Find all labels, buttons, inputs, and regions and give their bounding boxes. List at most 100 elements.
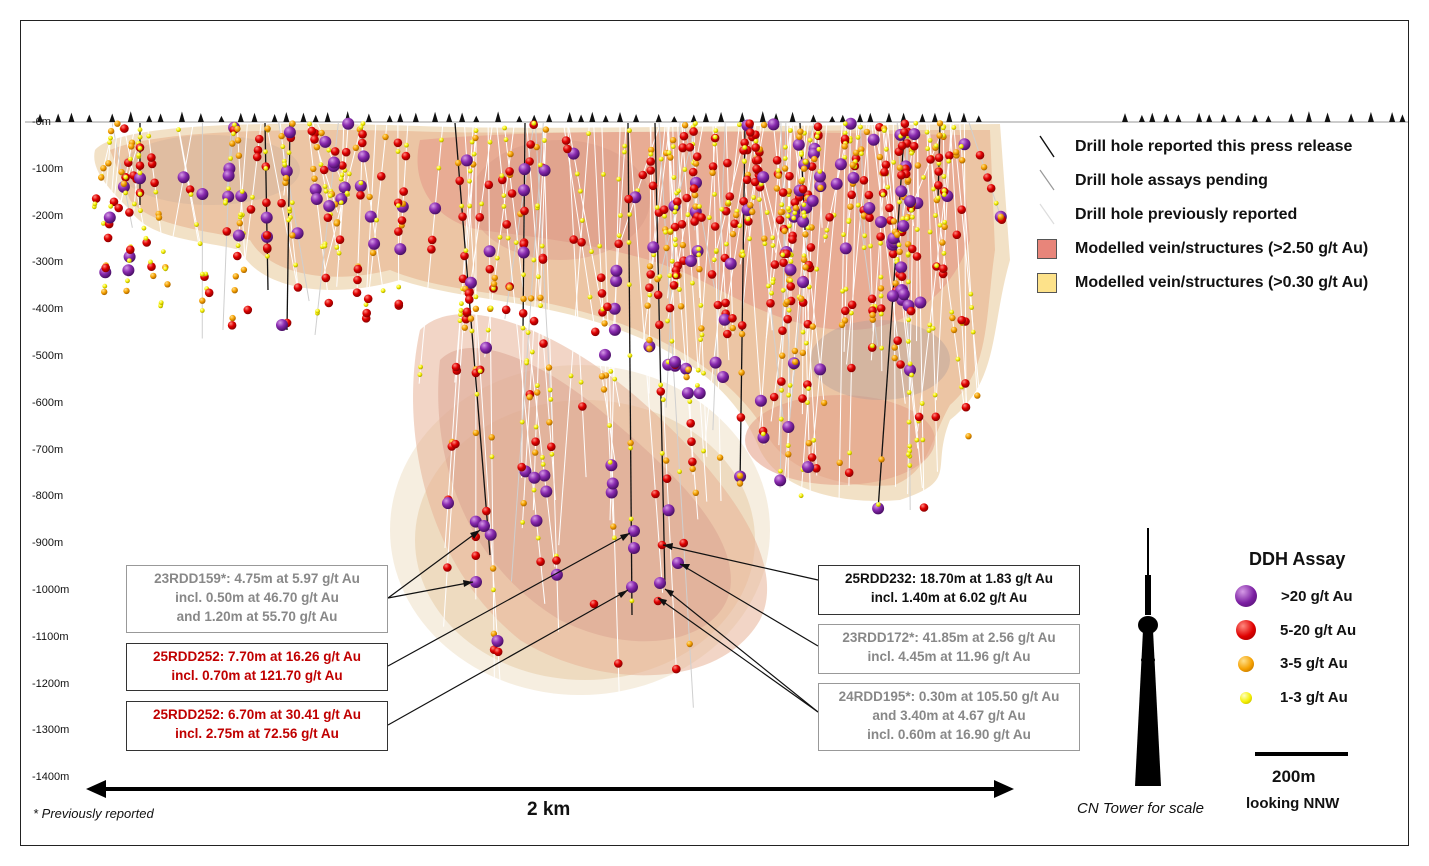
- assay-intercept: [678, 143, 688, 152]
- assay-intercept: [876, 304, 886, 313]
- assay-intercept: [797, 128, 804, 135]
- assay-intercept: [540, 455, 545, 460]
- assay-intercept: [801, 210, 807, 216]
- tree-icon: [1196, 112, 1203, 122]
- assay-intercept: [471, 151, 477, 157]
- assay-intercept: [578, 402, 587, 411]
- assay-intercept: [586, 131, 591, 137]
- assay-intercept: [199, 308, 205, 313]
- assay-intercept: [134, 172, 146, 185]
- assay-intercept: [779, 387, 784, 393]
- assay-intercept: [775, 172, 782, 179]
- assay-intercept: [177, 171, 190, 184]
- assay-intercept: [223, 200, 228, 206]
- assay-intercept: [148, 259, 153, 265]
- assay-intercept: [614, 659, 623, 668]
- assay-intercept: [896, 242, 902, 248]
- assay-intercept: [852, 149, 860, 156]
- assay-intercept: [662, 474, 672, 484]
- assay-intercept: [628, 525, 640, 537]
- assay-intercept: [754, 394, 767, 407]
- assay-intercept: [654, 205, 660, 211]
- assay-intercept: [289, 200, 295, 206]
- assay-intercept: [358, 124, 364, 130]
- assay-intercept: [817, 184, 824, 191]
- assay-intercept: [334, 245, 340, 250]
- assay-intercept: [906, 419, 912, 425]
- assay-intercept: [672, 557, 684, 569]
- assay-intercept: [123, 287, 130, 295]
- assay-intercept: [863, 128, 871, 136]
- assay-intercept: [746, 128, 755, 137]
- assay-intercept: [677, 220, 687, 229]
- tree-icon: [397, 113, 404, 122]
- tree-icon: [759, 111, 766, 122]
- tree-icon: [446, 113, 453, 122]
- assay-intercept: [231, 131, 236, 137]
- assay-intercept: [227, 321, 237, 330]
- assay-intercept: [762, 241, 768, 247]
- assay-intercept: [253, 145, 263, 155]
- depth-label: -1200m: [32, 677, 70, 690]
- assay-intercept: [663, 229, 668, 235]
- assay-intercept: [805, 400, 810, 405]
- assay-intercept: [485, 264, 495, 274]
- assay-intercept: [677, 303, 685, 310]
- tree-icon: [885, 112, 892, 122]
- drill-hole: [959, 122, 982, 455]
- assay-intercept: [287, 206, 292, 212]
- assay-intercept: [518, 163, 531, 176]
- assay-intercept: [163, 266, 168, 272]
- assay-intercept: [719, 206, 725, 212]
- drill-hole: [593, 122, 615, 543]
- assay-legend-title: DDH Assay: [1249, 549, 1346, 569]
- assay-intercept: [497, 234, 503, 240]
- assay-intercept: [802, 461, 814, 473]
- assay-intercept: [872, 502, 885, 515]
- assay-intercept: [800, 329, 806, 335]
- assay-intercept: [487, 139, 493, 145]
- assay-intercept: [894, 231, 901, 238]
- assay-intercept: [491, 587, 496, 593]
- assay-intercept: [125, 208, 134, 217]
- assay-intercept: [628, 445, 633, 451]
- assay-intercept: [880, 167, 889, 177]
- assay-intercept: [792, 204, 800, 212]
- tree-icon: [655, 113, 662, 122]
- assay-intercept: [238, 212, 243, 218]
- assay-intercept: [669, 338, 675, 344]
- assay-intercept: [491, 274, 498, 282]
- assay-intercept: [693, 387, 706, 400]
- assay-intercept: [792, 138, 805, 151]
- assay-intercept: [708, 162, 718, 171]
- assay-intercept: [484, 528, 497, 541]
- assay-intercept: [596, 273, 606, 283]
- assay-intercept: [847, 363, 856, 373]
- assay-intercept: [626, 581, 638, 593]
- assay-intercept: [535, 535, 541, 541]
- depth-label: -1300m: [32, 724, 70, 737]
- assay-intercept: [534, 389, 541, 396]
- assay-intercept: [360, 121, 366, 126]
- assay-intercept: [839, 242, 852, 255]
- assay-intercept: [737, 223, 743, 229]
- assay-intercept: [436, 165, 442, 171]
- assay-intercept: [878, 240, 883, 246]
- assay-intercept: [493, 647, 503, 657]
- assay-intercept: [737, 321, 747, 330]
- assay-intercept: [499, 173, 505, 179]
- assay-intercept: [778, 326, 787, 336]
- assay-intercept: [838, 321, 846, 329]
- assay-intercept: [925, 146, 930, 152]
- assay-intercept: [491, 635, 504, 647]
- assay-intercept: [125, 278, 130, 284]
- assay-intercept: [769, 392, 779, 402]
- assay-intercept: [792, 210, 798, 216]
- assay-intercept: [714, 248, 719, 254]
- assay-intercept: [282, 179, 289, 186]
- assay-intercept: [724, 241, 729, 247]
- assay-intercept: [809, 323, 816, 330]
- assay-intercept: [965, 433, 972, 440]
- assay-intercept: [690, 280, 695, 286]
- assay-intercept: [526, 140, 535, 149]
